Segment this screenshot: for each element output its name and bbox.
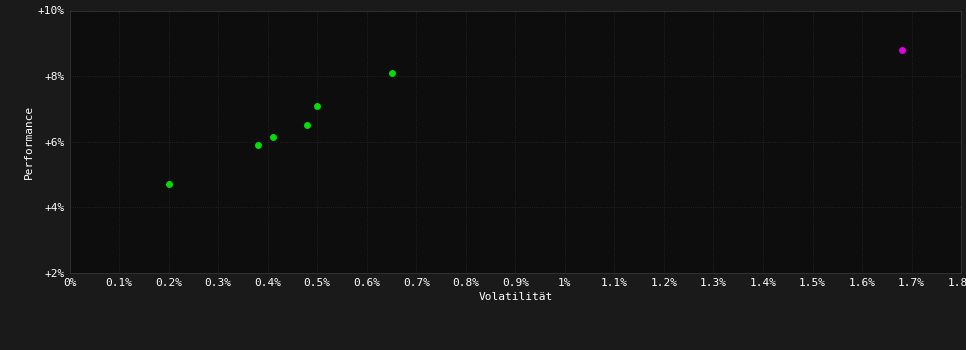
- Point: [384, 70, 399, 76]
- Point: [299, 122, 315, 128]
- Point: [265, 134, 280, 140]
- X-axis label: Volatilität: Volatilität: [478, 292, 553, 302]
- Point: [309, 103, 325, 108]
- Point: [161, 182, 177, 187]
- Point: [894, 47, 909, 52]
- Point: [250, 142, 266, 148]
- Y-axis label: Performance: Performance: [23, 105, 34, 179]
